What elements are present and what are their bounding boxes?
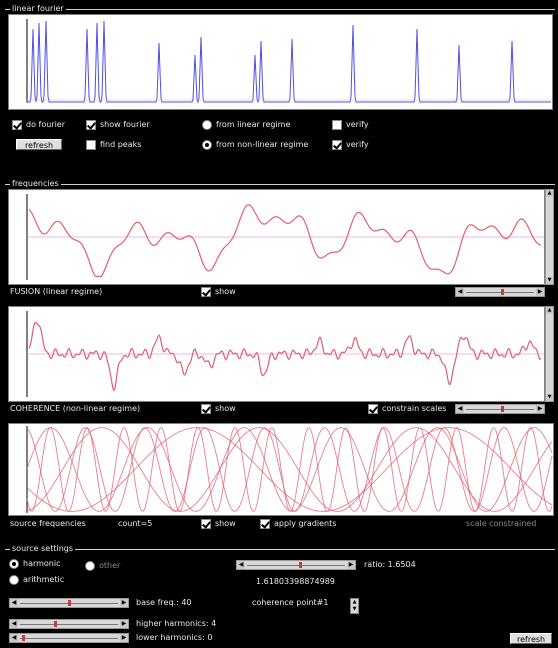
spin-up-icon[interactable]: ▲ [352, 599, 357, 605]
waveform-line [28, 204, 542, 278]
slider-right-arrow-icon[interactable]: ▶ [536, 288, 544, 296]
slider-right-arrow-icon[interactable]: ▶ [536, 405, 544, 413]
source-refresh-button[interactable]: refresh [510, 633, 552, 644]
source-settings-group-border [5, 549, 555, 550]
higher-harmonics-slider[interactable]: ◀ ▶ [9, 619, 129, 629]
coherence-point-spinner[interactable]: ▲ ▼ [350, 598, 359, 614]
source-frequency-line [26, 427, 553, 512]
fusion-show-checkbox[interactable] [201, 287, 211, 297]
fusion-vertical-scrollbar[interactable]: ▲ ▼ [545, 189, 554, 285]
scale-constrained-status: scale constrained [466, 519, 537, 528]
constrain-scales-label: constrain scales [382, 404, 447, 413]
source-frequencies-plot [8, 423, 554, 516]
fourier-group-border [5, 9, 555, 10]
source-frequencies-label: source frequencies [10, 519, 86, 528]
lower-harmonics-label: lower harmonics: 0 [136, 633, 213, 642]
coherence-plot [8, 306, 545, 402]
source-frequency-line [26, 427, 553, 512]
arithmetic-label: arithmetic [23, 575, 65, 584]
arithmetic-radio[interactable] [9, 575, 19, 585]
slider-left-arrow-icon[interactable]: ◀ [10, 634, 18, 642]
coherence-scale-slider[interactable]: ◀ ▶ [455, 404, 545, 414]
fourier-plot [8, 14, 553, 110]
verify-linear-checkbox[interactable] [332, 120, 342, 130]
from-nonlinear-regime-radio[interactable] [202, 140, 212, 150]
fourier-refresh-button[interactable]: refresh [16, 139, 62, 150]
lower-harmonics-slider[interactable]: ◀ ▶ [9, 633, 129, 643]
source-show-label: show [215, 519, 236, 528]
slider-right-arrow-icon[interactable]: ▶ [120, 599, 128, 607]
scroll-down-icon[interactable]: ▼ [546, 394, 553, 401]
source-show-checkbox[interactable] [201, 519, 211, 529]
from-linear-regime-label: from linear regime [216, 120, 291, 129]
slider-left-arrow-icon[interactable]: ◀ [10, 620, 18, 628]
coherence-show-label: show [215, 404, 236, 413]
source-frequency-line [26, 427, 553, 512]
fourier-group-title: linear fourier [10, 4, 66, 13]
coherence-point-label: coherence point#1 [252, 598, 329, 607]
scroll-up-icon[interactable]: ▲ [546, 190, 553, 197]
source-settings-group-title: source settings [10, 544, 76, 553]
verify-nonlinear-label: verify [346, 140, 369, 149]
scroll-up-icon[interactable]: ▲ [546, 307, 553, 314]
slider-left-arrow-icon[interactable]: ◀ [237, 561, 245, 569]
slider-left-arrow-icon[interactable]: ◀ [456, 288, 464, 296]
ratio-slider[interactable]: ◀ ▶ [236, 560, 356, 570]
ratio-value: 1.61803398874989 [256, 577, 335, 586]
fusion-scale-slider[interactable]: ◀ ▶ [455, 287, 545, 297]
scroll-down-icon[interactable]: ▼ [546, 277, 553, 284]
verify-nonlinear-checkbox[interactable] [332, 140, 342, 150]
other-radio[interactable] [85, 561, 95, 571]
fourier-spectrum-chart [26, 19, 552, 104]
find-peaks-label: find peaks [100, 140, 142, 149]
verify-linear-label: verify [346, 120, 369, 129]
coherence-show-checkbox[interactable] [201, 404, 211, 414]
slider-right-arrow-icon[interactable]: ▶ [347, 561, 355, 569]
from-nonlinear-regime-label: from non-linear regime [216, 140, 309, 149]
higher-harmonics-label: higher harmonics: 4 [136, 619, 217, 628]
coherence-waveform-chart [26, 311, 544, 397]
spin-down-icon[interactable]: ▼ [352, 606, 357, 612]
source-frequency-line [26, 427, 553, 512]
apply-gradients-label: apply gradients [274, 519, 337, 528]
fusion-plot [8, 189, 545, 285]
base-freq-label: base freq.: 40 [136, 598, 192, 607]
source-frequency-line [26, 427, 553, 512]
fusion-label: FUSION (linear regime) [10, 287, 103, 296]
show-fourier-checkbox[interactable] [86, 120, 96, 130]
source-frequencies-chart [26, 426, 553, 513]
apply-gradients-checkbox[interactable] [260, 519, 270, 529]
source-count-label: count=5 [118, 519, 153, 528]
ratio-label: ratio: 1.6504 [364, 560, 416, 569]
fusion-show-label: show [215, 287, 236, 296]
do-fourier-checkbox[interactable] [12, 120, 22, 130]
frequencies-group-title: frequencies [10, 179, 61, 188]
fourier-spectrum-line [26, 20, 551, 104]
other-label: other [99, 561, 121, 570]
coherence-label: COHERENCE (non-linear regime) [10, 404, 141, 413]
slider-right-arrow-icon[interactable]: ▶ [120, 634, 128, 642]
from-linear-regime-radio[interactable] [202, 120, 212, 130]
fusion-waveform-chart [26, 194, 544, 280]
constrain-scales-checkbox[interactable] [368, 404, 378, 414]
harmonic-radio[interactable] [9, 559, 19, 569]
do-fourier-label: do fourier [26, 120, 66, 129]
slider-left-arrow-icon[interactable]: ◀ [456, 405, 464, 413]
coherence-vertical-scrollbar[interactable]: ▲ ▼ [545, 306, 554, 402]
base-freq-slider[interactable]: ◀ ▶ [9, 598, 129, 608]
slider-right-arrow-icon[interactable]: ▶ [120, 620, 128, 628]
show-fourier-label: show fourier [100, 120, 150, 129]
find-peaks-checkbox[interactable] [86, 140, 96, 150]
waveform-line [28, 322, 542, 392]
slider-left-arrow-icon[interactable]: ◀ [10, 599, 18, 607]
harmonic-label: harmonic [23, 559, 61, 568]
frequencies-group-border [5, 184, 555, 185]
